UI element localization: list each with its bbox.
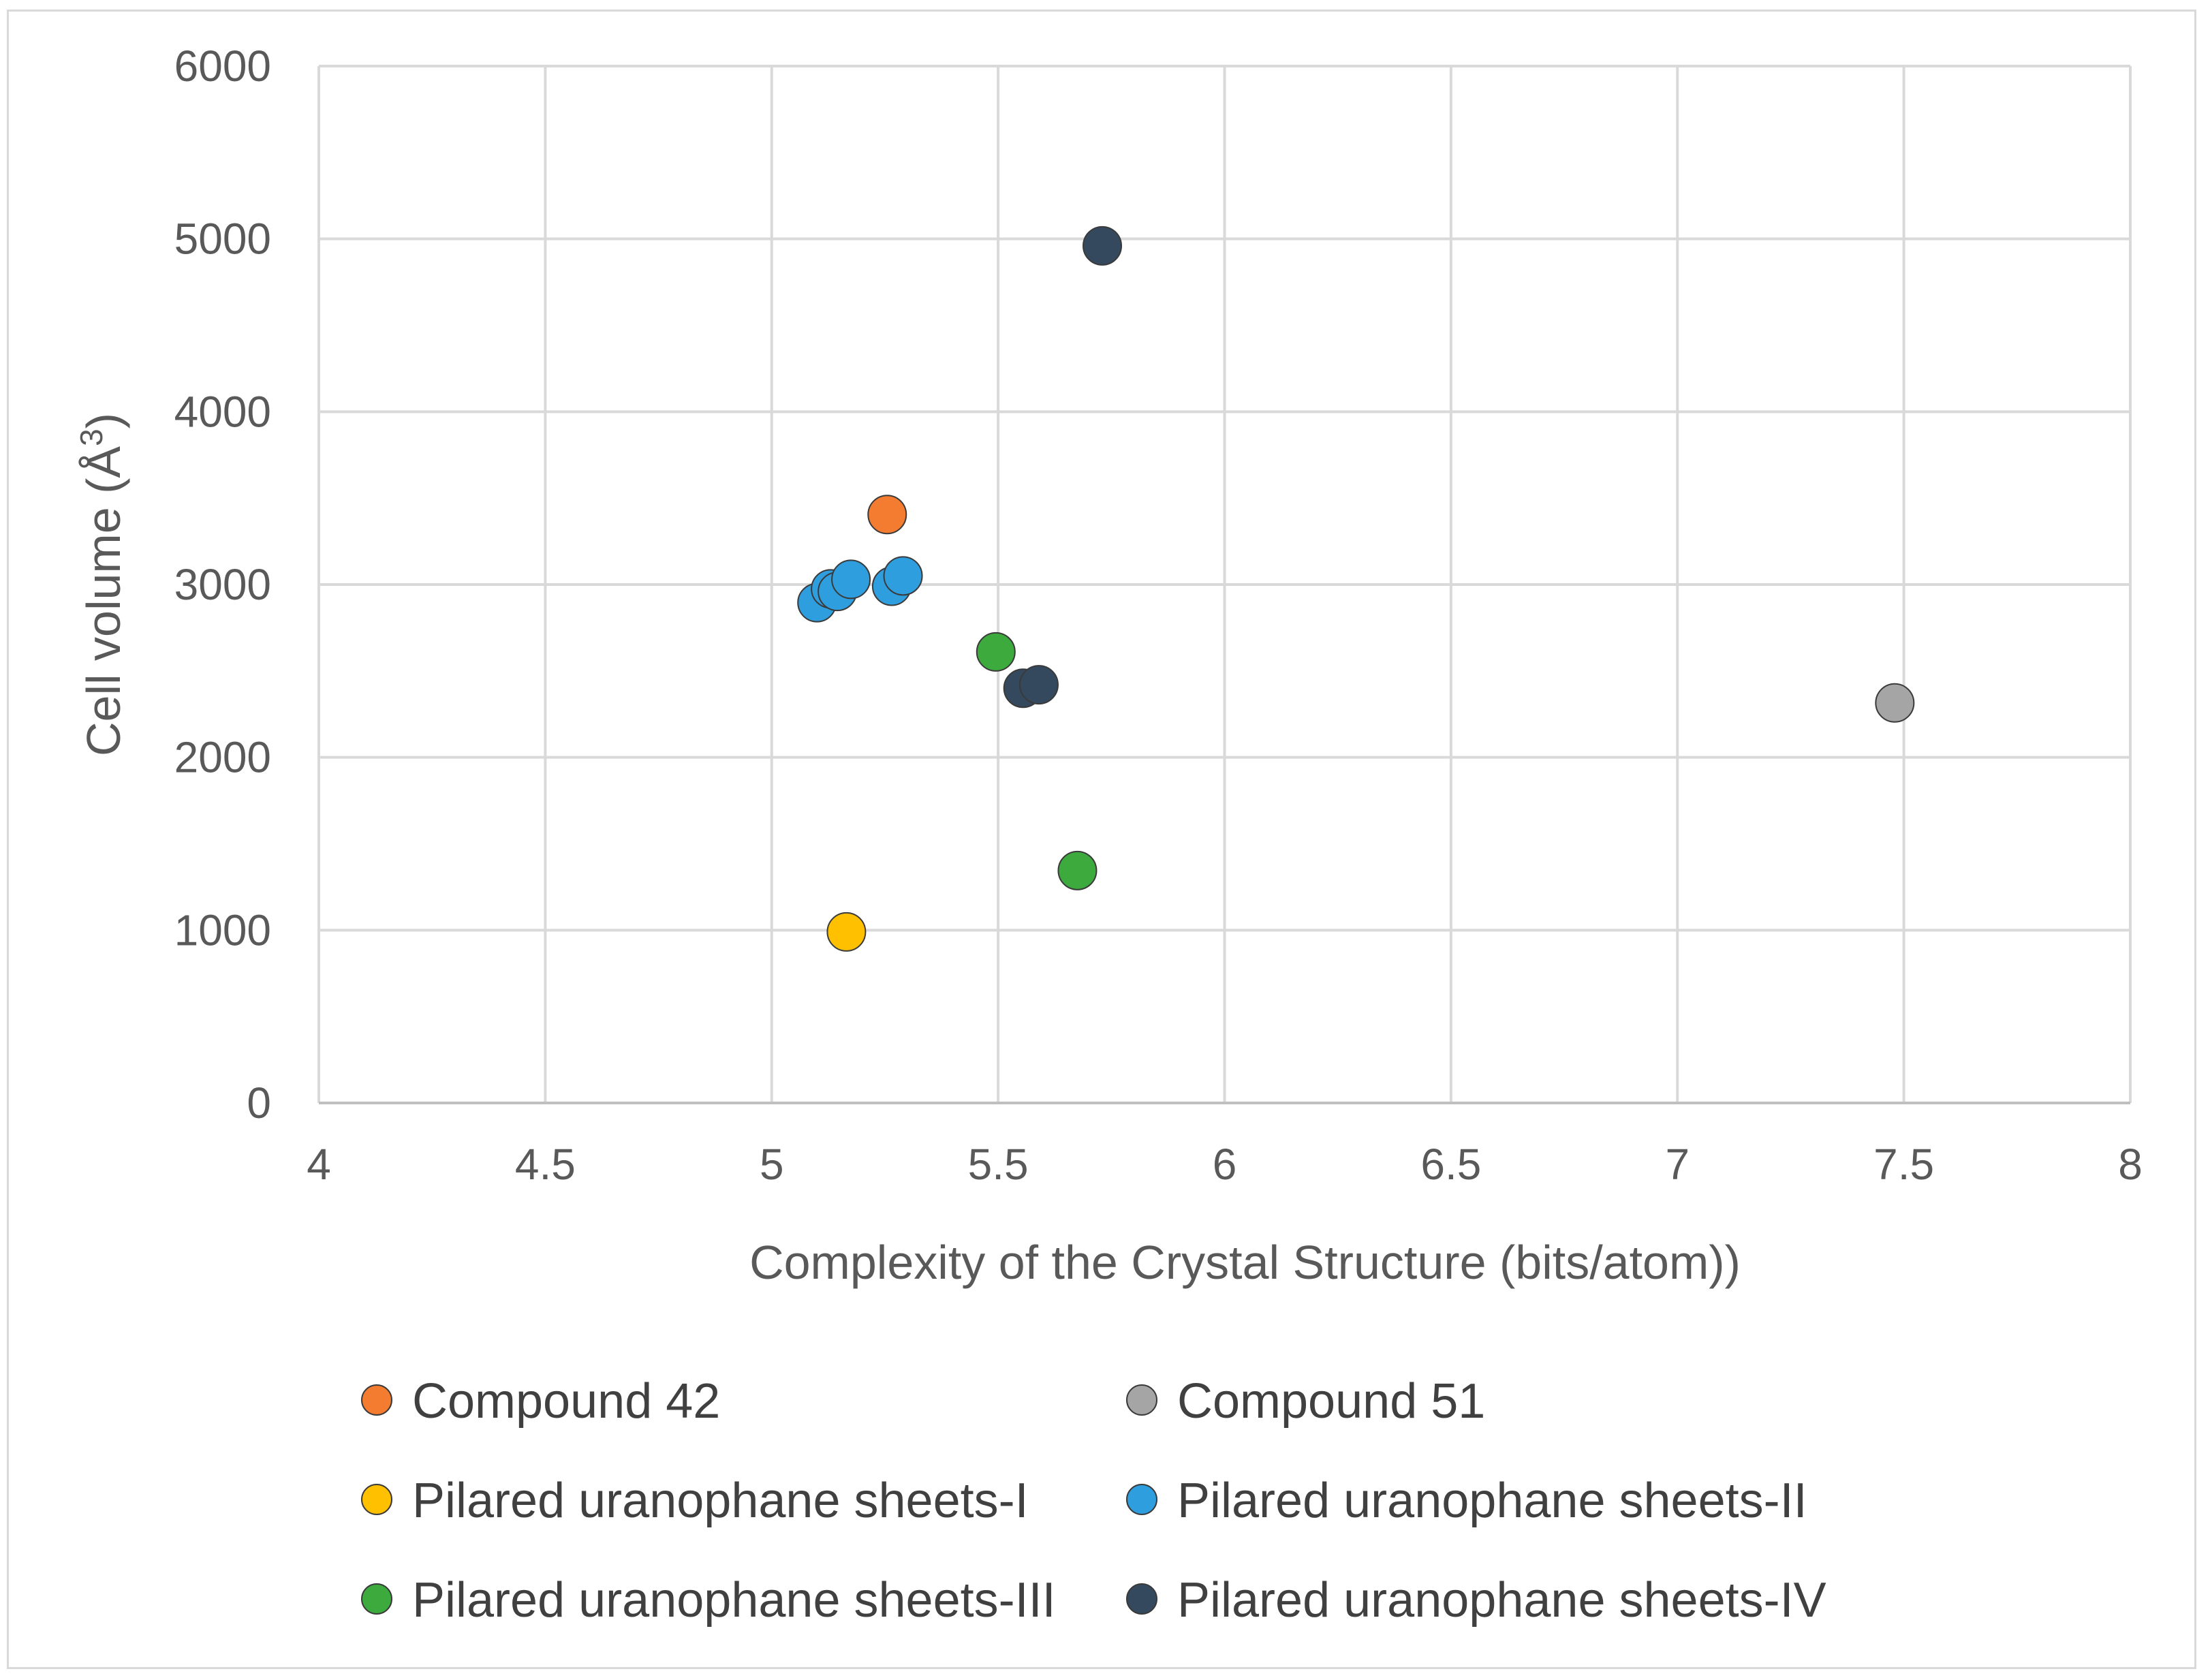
legend-label: Pilared uranophane sheets-III: [412, 1573, 1056, 1628]
y-tick-label: 1000: [174, 905, 271, 954]
legend: Compound 42 Compound 51 Pilared uranophane…: [361, 1374, 1826, 1628]
y-tick-label: 6000: [174, 42, 271, 91]
x-tick-label: 6.5: [1420, 1140, 1481, 1189]
data-point-compound-51: [1875, 683, 1915, 723]
y-tick-label: 4000: [174, 387, 271, 436]
x-tick-label: 7: [1665, 1140, 1690, 1189]
data-point-pilared-uranophane-sheets-iv: [1083, 225, 1123, 266]
data-points: [797, 225, 1915, 952]
data-point-compound-42: [867, 495, 907, 535]
data-point-pilared-uranophane-sheets-iv: [1018, 665, 1059, 705]
legend-label: Pilared uranophane sheets-IV: [1177, 1573, 1826, 1628]
data-point-pilared-uranophane-sheets-ii: [883, 556, 923, 596]
x-axis-title: Complexity of the Crystal Structure (bit…: [749, 1236, 1741, 1289]
x-tick-label: 7.5: [1873, 1140, 1934, 1189]
legend-marker: [361, 1484, 392, 1515]
x-tick-label: 5.5: [968, 1140, 1029, 1189]
data-point-pilared-uranophane-sheets-ii: [831, 559, 871, 600]
legend-label: Pilared uranophane sheets-II: [1177, 1474, 1807, 1528]
y-axis-title-superscript: 3: [74, 429, 109, 446]
y-axis-title: Cell volume (Å3): [74, 413, 130, 756]
data-point-pilared-uranophane-sheets-iii: [1057, 850, 1098, 890]
chart-frame: 4 4.5 5 5.5 6 6.5 7 7.5 8 0 1000 2000 3000 4000 5000 60…: [7, 10, 2196, 1669]
scatter-chart: 4 4.5 5 5.5 6 6.5 7 7.5 8 0 1000 2000 3000 4000 5000 60…: [74, 42, 2143, 1628]
y-tick-label: 5000: [174, 215, 271, 264]
gridlines: [317, 65, 2132, 1103]
legend-marker: [1126, 1484, 1157, 1515]
x-tick-label: 6: [1213, 1140, 1237, 1189]
legend-marker: [361, 1384, 392, 1416]
x-tick-label: 4.5: [515, 1140, 576, 1189]
legend-marker: [1126, 1583, 1157, 1615]
y-axis-title-main: Cell volume (Å: [77, 446, 130, 756]
y-tick-label: 3000: [174, 560, 271, 609]
x-tick-label: 5: [760, 1140, 784, 1189]
legend-label: Compound 42: [412, 1374, 720, 1429]
x-tick-label: 4: [307, 1140, 331, 1189]
tick-labels: 4 4.5 5 5.5 6 6.5 7 7.5 8 0 1000 2000 3000 4000 5000 60…: [174, 42, 2143, 1189]
data-point-pilared-uranophane-sheets-iii: [976, 632, 1016, 672]
x-tick-label: 8: [2118, 1140, 2143, 1189]
y-axis-title-suffix: ): [77, 413, 130, 429]
y-tick-label: 0: [247, 1078, 271, 1127]
legend-label: Pilared uranophane sheets-I: [412, 1474, 1029, 1528]
legend-label: Compound 51: [1177, 1374, 1485, 1429]
y-tick-label: 2000: [174, 733, 271, 782]
legend-marker: [361, 1583, 392, 1615]
legend-marker: [1126, 1384, 1157, 1416]
data-point-pilared-uranophane-sheets-i: [826, 912, 867, 952]
